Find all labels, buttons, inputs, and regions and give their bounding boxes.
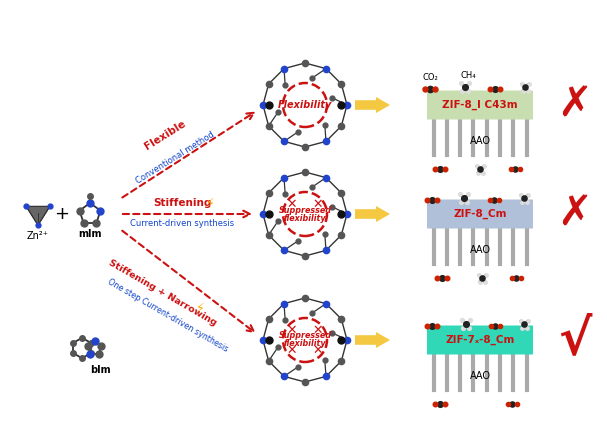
FancyBboxPatch shape [427,90,533,119]
Text: ZIF-8_Cm: ZIF-8_Cm [453,209,507,219]
Polygon shape [26,206,50,225]
Text: ZIF-7ₓ-8_Cm: ZIF-7ₓ-8_Cm [446,335,515,345]
Text: Zn²⁺: Zn²⁺ [27,231,49,241]
Polygon shape [355,206,390,222]
Text: ⚡: ⚡ [206,196,214,209]
Text: +: + [55,205,69,223]
Text: flexibility: flexibility [283,214,327,223]
Text: CO₂: CO₂ [422,72,438,81]
Text: ✗: ✗ [558,193,592,235]
Text: Suppressed: Suppressed [279,332,331,341]
Text: ✗: ✗ [558,84,592,126]
Text: AAO: AAO [469,245,490,255]
Text: √: √ [558,316,592,364]
Text: Stiffening + Narrowing: Stiffening + Narrowing [107,259,219,328]
Text: Current-driven synthesis: Current-driven synthesis [130,219,234,228]
Text: ✕: ✕ [287,197,297,211]
Text: CH₄: CH₄ [460,71,476,80]
Text: Flexible: Flexible [143,119,188,152]
Text: ⚡: ⚡ [195,301,205,315]
Text: AAO: AAO [469,136,490,146]
Text: ✕: ✕ [313,344,324,357]
Text: ✕: ✕ [313,324,324,336]
Text: Stiffening: Stiffening [153,198,211,208]
Polygon shape [355,97,390,113]
Text: Suppressed: Suppressed [279,205,331,214]
Text: ✕: ✕ [287,324,297,336]
Text: AAO: AAO [469,371,490,381]
Text: One step Current-driven synthesis: One step Current-driven synthesis [106,277,229,353]
Text: flexibility: flexibility [283,339,327,348]
Text: ✕: ✕ [313,197,324,211]
Text: ZIF-8_I C43m: ZIF-8_I C43m [442,100,518,110]
Text: Conventional method: Conventional method [134,130,216,186]
Polygon shape [355,332,390,348]
FancyBboxPatch shape [427,199,533,229]
Text: mlm: mlm [78,229,102,239]
FancyBboxPatch shape [427,326,533,354]
Text: Flexibility: Flexibility [278,100,332,110]
Text: ✕: ✕ [287,344,297,357]
Text: blm: blm [90,365,110,375]
